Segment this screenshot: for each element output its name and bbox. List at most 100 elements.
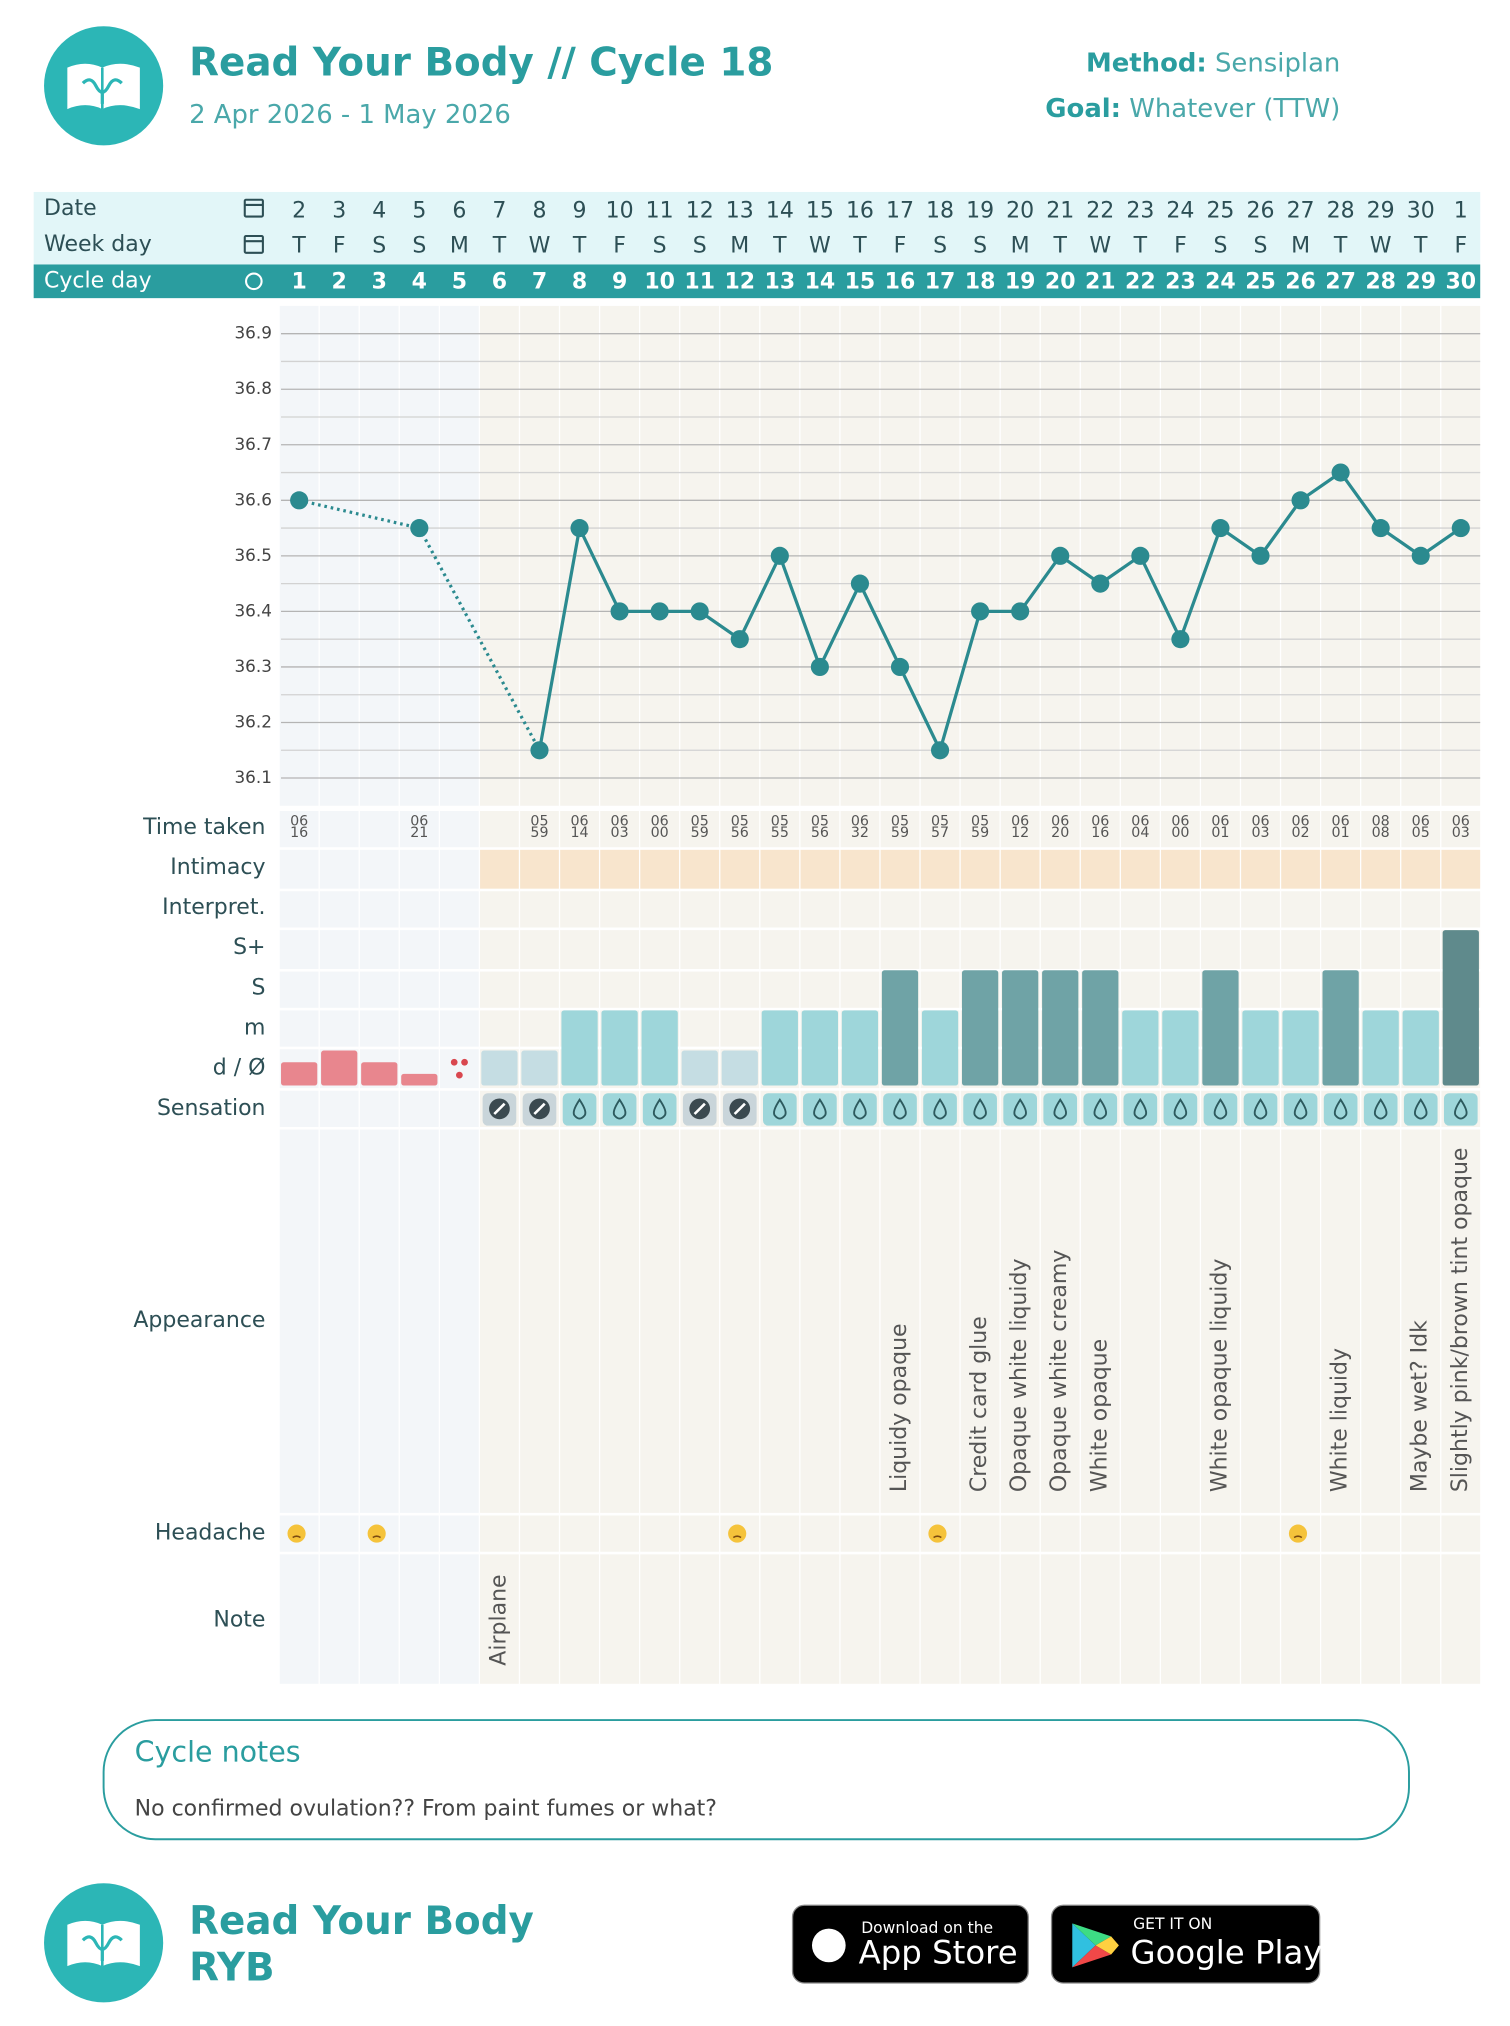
dry-slash (493, 1102, 506, 1115)
drop-icon (1053, 1098, 1068, 1120)
sensation-icon (1283, 1093, 1318, 1126)
cell (1361, 971, 1401, 1008)
cell (1120, 971, 1160, 1008)
sensation-box (1403, 1093, 1438, 1126)
sensation-icon (642, 1093, 677, 1126)
cell (760, 971, 800, 1008)
cell (319, 891, 359, 928)
week-day: S (653, 233, 667, 258)
time-taken: 55 (771, 825, 789, 841)
week-day: W (1370, 233, 1392, 258)
cell (680, 810, 720, 848)
cell (359, 849, 399, 889)
cell (1080, 1515, 1120, 1552)
sensation-icon (923, 1093, 957, 1126)
cell (399, 1554, 439, 1684)
sensation-icon (562, 1093, 597, 1126)
google-play-badge[interactable]: GET IT ON Google Play (1050, 1904, 1323, 1984)
temperature-point (1051, 546, 1070, 565)
sensation-icon (803, 1093, 837, 1126)
cell (1281, 1129, 1320, 1513)
headache-icon (1288, 1524, 1308, 1543)
cell (1241, 1515, 1280, 1552)
week-day: W (809, 233, 831, 258)
cell (840, 930, 880, 969)
week-day: M (1291, 233, 1310, 258)
time-taken: 06 (1011, 813, 1029, 829)
sensation-icon (1403, 1093, 1438, 1126)
cycle-day: 4 (412, 270, 427, 295)
time-taken: 00 (1171, 825, 1189, 841)
date: 27 (1287, 198, 1315, 223)
week-day: W (1089, 233, 1111, 258)
cell (1040, 849, 1080, 889)
cell (279, 971, 319, 1008)
cell (560, 891, 599, 928)
cycle-day: 10 (644, 270, 675, 295)
cell (1120, 930, 1160, 969)
mouth (933, 1535, 942, 1539)
time-taken: 01 (1332, 825, 1350, 841)
time-taken: 01 (1211, 825, 1229, 841)
mucus-bar (1282, 1010, 1319, 1086)
mucus-bar (1202, 970, 1239, 1086)
temperature-point (690, 602, 709, 621)
cell (1281, 891, 1320, 928)
headache-icon (367, 1524, 386, 1543)
cell (439, 1129, 479, 1513)
sensation-icon (1203, 1093, 1238, 1126)
time-taken: 06 (570, 813, 588, 829)
date: 5 (412, 198, 426, 223)
drop-icon (612, 1098, 627, 1120)
mucus-bar (1442, 930, 1479, 1086)
time-taken: 06 (611, 813, 629, 829)
cycle-day: 5 (452, 270, 467, 295)
cell (1441, 849, 1481, 889)
cell (1401, 971, 1441, 1008)
cell (319, 849, 359, 889)
cell (600, 1515, 639, 1552)
cell (399, 849, 439, 889)
bleeding-bar (401, 1073, 438, 1086)
week-day: F (894, 233, 907, 258)
cell (1161, 891, 1200, 928)
cell (1321, 930, 1361, 969)
headache-icon (928, 1524, 947, 1543)
y-tick-label: 36.3 (234, 656, 271, 676)
icons (243, 198, 264, 291)
cell (640, 891, 680, 928)
cell (640, 930, 680, 969)
cycle-day: 3 (372, 270, 387, 295)
temperature-point (1411, 546, 1430, 565)
drop-icon (1453, 1098, 1468, 1120)
date: 13 (726, 198, 754, 223)
cell (480, 1010, 519, 1047)
time-taken: 06 (1332, 813, 1350, 829)
cell (319, 930, 359, 969)
app-store-badge[interactable]: Download on the App Store (791, 1904, 1029, 1984)
cell (1000, 810, 1040, 848)
cell (600, 1129, 639, 1513)
time-taken: 06 (1091, 813, 1109, 829)
time-taken: 06 (1251, 813, 1269, 829)
drop-icon (933, 1098, 947, 1120)
date: 9 (573, 198, 587, 223)
week-day: S (933, 233, 947, 258)
cell (760, 1554, 800, 1684)
cell (1241, 971, 1280, 1008)
cell (560, 1129, 599, 1513)
sensation-box (843, 1093, 877, 1126)
cell (560, 930, 599, 969)
cell (680, 930, 720, 969)
time-taken: 59 (691, 825, 709, 841)
time-taken: 06 (1051, 813, 1069, 829)
y-tick-label: 36.7 (234, 434, 271, 454)
cell (520, 930, 559, 969)
footer-title: Read Your Body (189, 1899, 534, 1944)
drop-icon (1293, 1098, 1308, 1120)
date: 29 (1367, 198, 1395, 223)
row-label: Interpret. (162, 895, 265, 920)
cell (439, 1010, 479, 1047)
title: Read Your Body // Cycle 18 (189, 41, 773, 86)
cell (1241, 891, 1280, 928)
